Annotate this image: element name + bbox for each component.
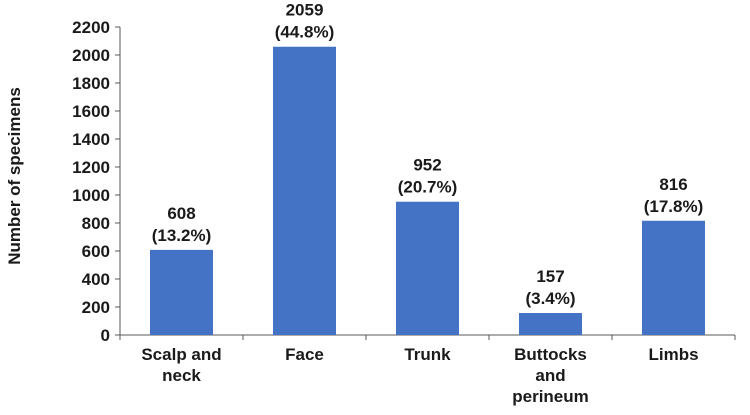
- x-category-label: perineum: [512, 387, 589, 406]
- x-category-label: and: [535, 366, 565, 385]
- y-tick-label: 1200: [72, 158, 110, 177]
- bar: [519, 313, 582, 335]
- bar-value-label: 2059: [286, 1, 324, 20]
- bar-value-label: 608: [167, 204, 195, 223]
- y-tick-label: 2000: [72, 46, 110, 65]
- bar-percent-label: (3.4%): [525, 289, 575, 308]
- x-category-label: Face: [285, 345, 324, 364]
- bar: [396, 201, 459, 335]
- y-axis-ticks: 0 200 400 600 800 1000 1200 1400 1600 1800 2000 220…: [72, 18, 120, 345]
- y-axis-label-group: Number of specimens: [5, 87, 24, 265]
- y-tick-label: 600: [82, 242, 110, 261]
- y-axis-label: Number of specimens: [5, 87, 24, 265]
- bar-value-label: 952: [413, 156, 441, 175]
- y-tick-label: 800: [82, 214, 110, 233]
- y-tick-label: 1400: [72, 130, 110, 149]
- x-category-label: Trunk: [404, 345, 451, 364]
- y-tick-label: 1600: [72, 102, 110, 121]
- y-tick-label: 2200: [72, 18, 110, 37]
- category-labels: Scalp and neck Face Trunk Buttocks and perineu…: [141, 345, 698, 406]
- bar: [150, 249, 213, 335]
- bar-percent-label: (13.2%): [152, 226, 212, 245]
- x-category-label: Buttocks: [514, 345, 587, 364]
- bar: [642, 220, 705, 335]
- bar-percent-label: (17.8%): [644, 197, 704, 216]
- bar-percent-label: (20.7%): [398, 178, 458, 197]
- data-labels: 608 (13.2%) 2059 (44.8%) 952 (20.7%) 157 (3.4%)…: [152, 1, 704, 308]
- bar: [273, 46, 336, 336]
- bar-percent-label: (44.8%): [275, 23, 335, 42]
- y-tick-label: 400: [82, 270, 110, 289]
- y-tick-label: 1800: [72, 74, 110, 93]
- x-category-label: neck: [162, 366, 201, 385]
- y-tick-label: 1000: [72, 186, 110, 205]
- bar-value-label: 157: [536, 267, 564, 286]
- y-tick-label: 200: [82, 298, 110, 317]
- x-category-label: Scalp and: [141, 345, 221, 364]
- y-tick-label: 0: [101, 326, 110, 345]
- bars: [150, 46, 705, 336]
- x-category-label: Limbs: [648, 345, 698, 364]
- bar-value-label: 816: [659, 175, 687, 194]
